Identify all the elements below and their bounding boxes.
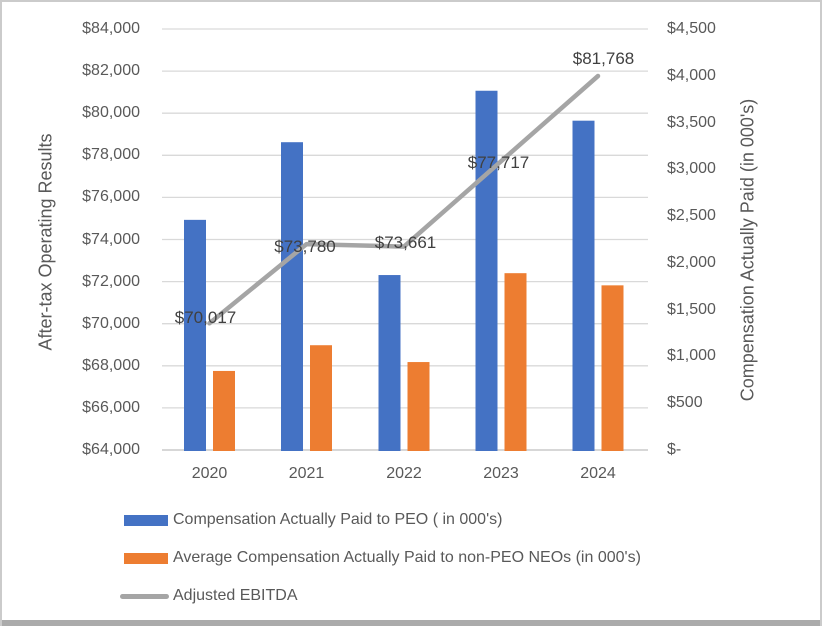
- x-axis-label-2023: 2023: [483, 465, 519, 482]
- left-axis-tick: $68,000: [82, 356, 140, 374]
- legend-swatch-cell: [120, 593, 173, 599]
- legend-label-ebitda: Adjusted EBITDA: [173, 587, 298, 604]
- bar-peo-2021: [281, 142, 303, 452]
- x-axis-label-2021: 2021: [288, 465, 325, 482]
- right-axis-tick: $2,500: [667, 207, 716, 225]
- ebitda-data-label: $73,661: [374, 232, 437, 252]
- bar-neo-2022: [407, 362, 430, 451]
- legend-swatch-cell: [120, 552, 173, 564]
- peo-bar-swatch-icon: [124, 514, 168, 526]
- left-axis-tick: $76,000: [82, 188, 140, 206]
- ebitda-line-swatch-icon: [120, 593, 169, 599]
- left-axis-tick: $74,000: [82, 230, 140, 248]
- legend-label-peo: Compensation Actually Paid to PEO ( in 0…: [173, 511, 503, 528]
- right-axis-tick: $2,000: [667, 253, 716, 271]
- bar-peo-2024: [572, 120, 595, 451]
- x-axis-label-2020: 2020: [191, 465, 228, 482]
- right-axis-tick: $4,000: [667, 66, 716, 84]
- left-axis-tick: $84,000: [82, 20, 140, 37]
- bar-peo-2022: [378, 275, 401, 451]
- left-axis-tick: $82,000: [82, 62, 140, 80]
- right-axis-title: Compensation Actually Paid (in 000's): [737, 98, 758, 402]
- bar-peo-2023: [475, 90, 498, 451]
- ebitda-line: [207, 73, 601, 326]
- legend-item-neo: Average Compensation Actually Paid to no…: [120, 549, 641, 567]
- neo-bar-swatch-icon: [124, 552, 168, 564]
- left-axis-tick: $78,000: [82, 146, 140, 164]
- bar-neo-2021: [310, 345, 332, 451]
- left-axis-tick: $80,000: [82, 104, 140, 122]
- x-axis-label-2022: 2022: [386, 465, 422, 482]
- ebitda-data-label: $70,017: [174, 308, 237, 328]
- x-axis-label-2024: 2024: [580, 465, 616, 482]
- right-axis-tick: $3,500: [667, 113, 716, 131]
- left-axis-tick: $70,000: [82, 314, 140, 332]
- bar-neo-2024: [601, 285, 624, 451]
- right-axis-tick: $3,000: [667, 160, 716, 178]
- right-axis-tick: $500: [667, 394, 703, 412]
- ebitda-data-label: $73,780: [274, 237, 336, 257]
- right-axis-tick: $1,000: [667, 347, 716, 365]
- ebitda-data-label: $77,717: [467, 153, 530, 173]
- legend-label-neo: Average Compensation Actually Paid to no…: [173, 549, 641, 566]
- left-axis-tick: $64,000: [82, 441, 140, 458]
- bar-peo-2020: [184, 219, 206, 451]
- legend-swatch-cell: [120, 514, 173, 526]
- ebitda-data-label: $81,768: [572, 48, 635, 68]
- bar-neo-2020: [213, 370, 235, 451]
- right-axis-tick: $-: [667, 441, 682, 458]
- left-axis-title: After-tax Operating Results: [35, 133, 56, 351]
- right-axis-tick: $4,500: [667, 20, 716, 37]
- left-axis-tick: $72,000: [82, 272, 140, 290]
- window-bottom-edge: [2, 620, 820, 626]
- legend-item-peo: Compensation Actually Paid to PEO ( in 0…: [120, 511, 502, 529]
- left-axis-tick: $66,000: [82, 398, 140, 416]
- legend-item-ebitda: Adjusted EBITDA: [120, 587, 298, 605]
- bar-neo-2023: [504, 273, 527, 451]
- right-axis-tick: $1,500: [667, 300, 716, 318]
